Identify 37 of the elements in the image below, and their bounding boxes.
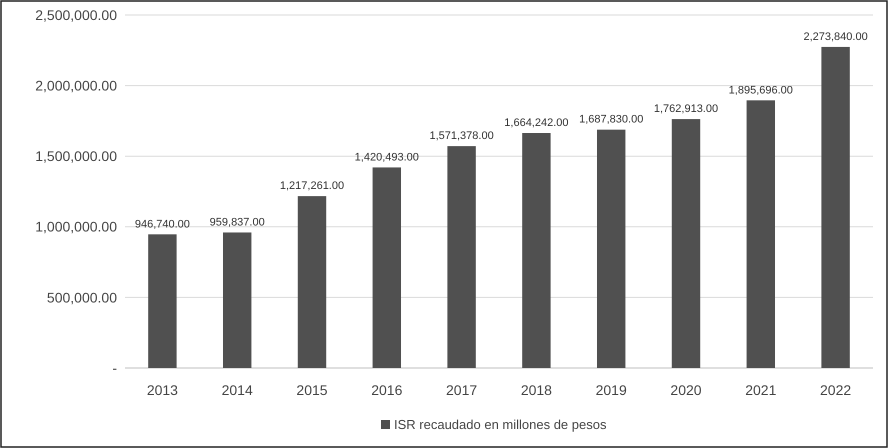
x-tick-label: 2015 <box>296 382 328 398</box>
bar <box>821 46 850 368</box>
x-tick-label: 2014 <box>222 382 253 398</box>
bar <box>298 196 326 368</box>
x-tick-label: 2016 <box>371 382 403 398</box>
x-tick-label: 2013 <box>146 382 178 398</box>
data-label: 1,217,261.00 <box>280 180 344 192</box>
x-tick-label: 2017 <box>446 382 478 398</box>
data-label: 946,740.00 <box>134 218 190 230</box>
bar <box>447 146 476 368</box>
x-tick-label: 2019 <box>596 382 627 398</box>
y-tick-label: 1,000,000.00 <box>35 218 118 235</box>
data-label: 1,762,913.00 <box>654 103 718 116</box>
bar <box>148 234 177 368</box>
data-label: 2,273,840.00 <box>803 30 868 43</box>
data-label: 1,571,378.00 <box>429 130 494 142</box>
y-tick-label: 1,500,000.00 <box>35 148 118 164</box>
data-label: 1,687,830.00 <box>579 114 644 126</box>
data-label: 1,664,242.00 <box>504 117 569 130</box>
data-label: 959,837.00 <box>210 216 265 228</box>
legend-label: ISR recaudado en millones de pesos <box>394 417 607 432</box>
bar <box>596 130 626 368</box>
y-tick-label: 2,500,000.00 <box>35 6 118 23</box>
data-label: 1,895,696.00 <box>728 84 793 96</box>
bar <box>672 119 700 368</box>
bar <box>522 133 551 368</box>
x-tick-label: 2021 <box>745 382 777 398</box>
x-tick-label: 2022 <box>820 382 852 398</box>
y-tick-label: 2,000,000.00 <box>35 78 118 94</box>
x-tick-label: 2018 <box>520 382 552 398</box>
data-label: 1,420,493.00 <box>354 151 419 164</box>
bar <box>222 232 252 368</box>
bar <box>746 100 776 368</box>
bar <box>372 167 402 368</box>
y-tick-label: - <box>112 360 118 376</box>
x-tick-label: 2020 <box>670 382 702 398</box>
y-tick-label: 500,000.00 <box>46 289 118 306</box>
